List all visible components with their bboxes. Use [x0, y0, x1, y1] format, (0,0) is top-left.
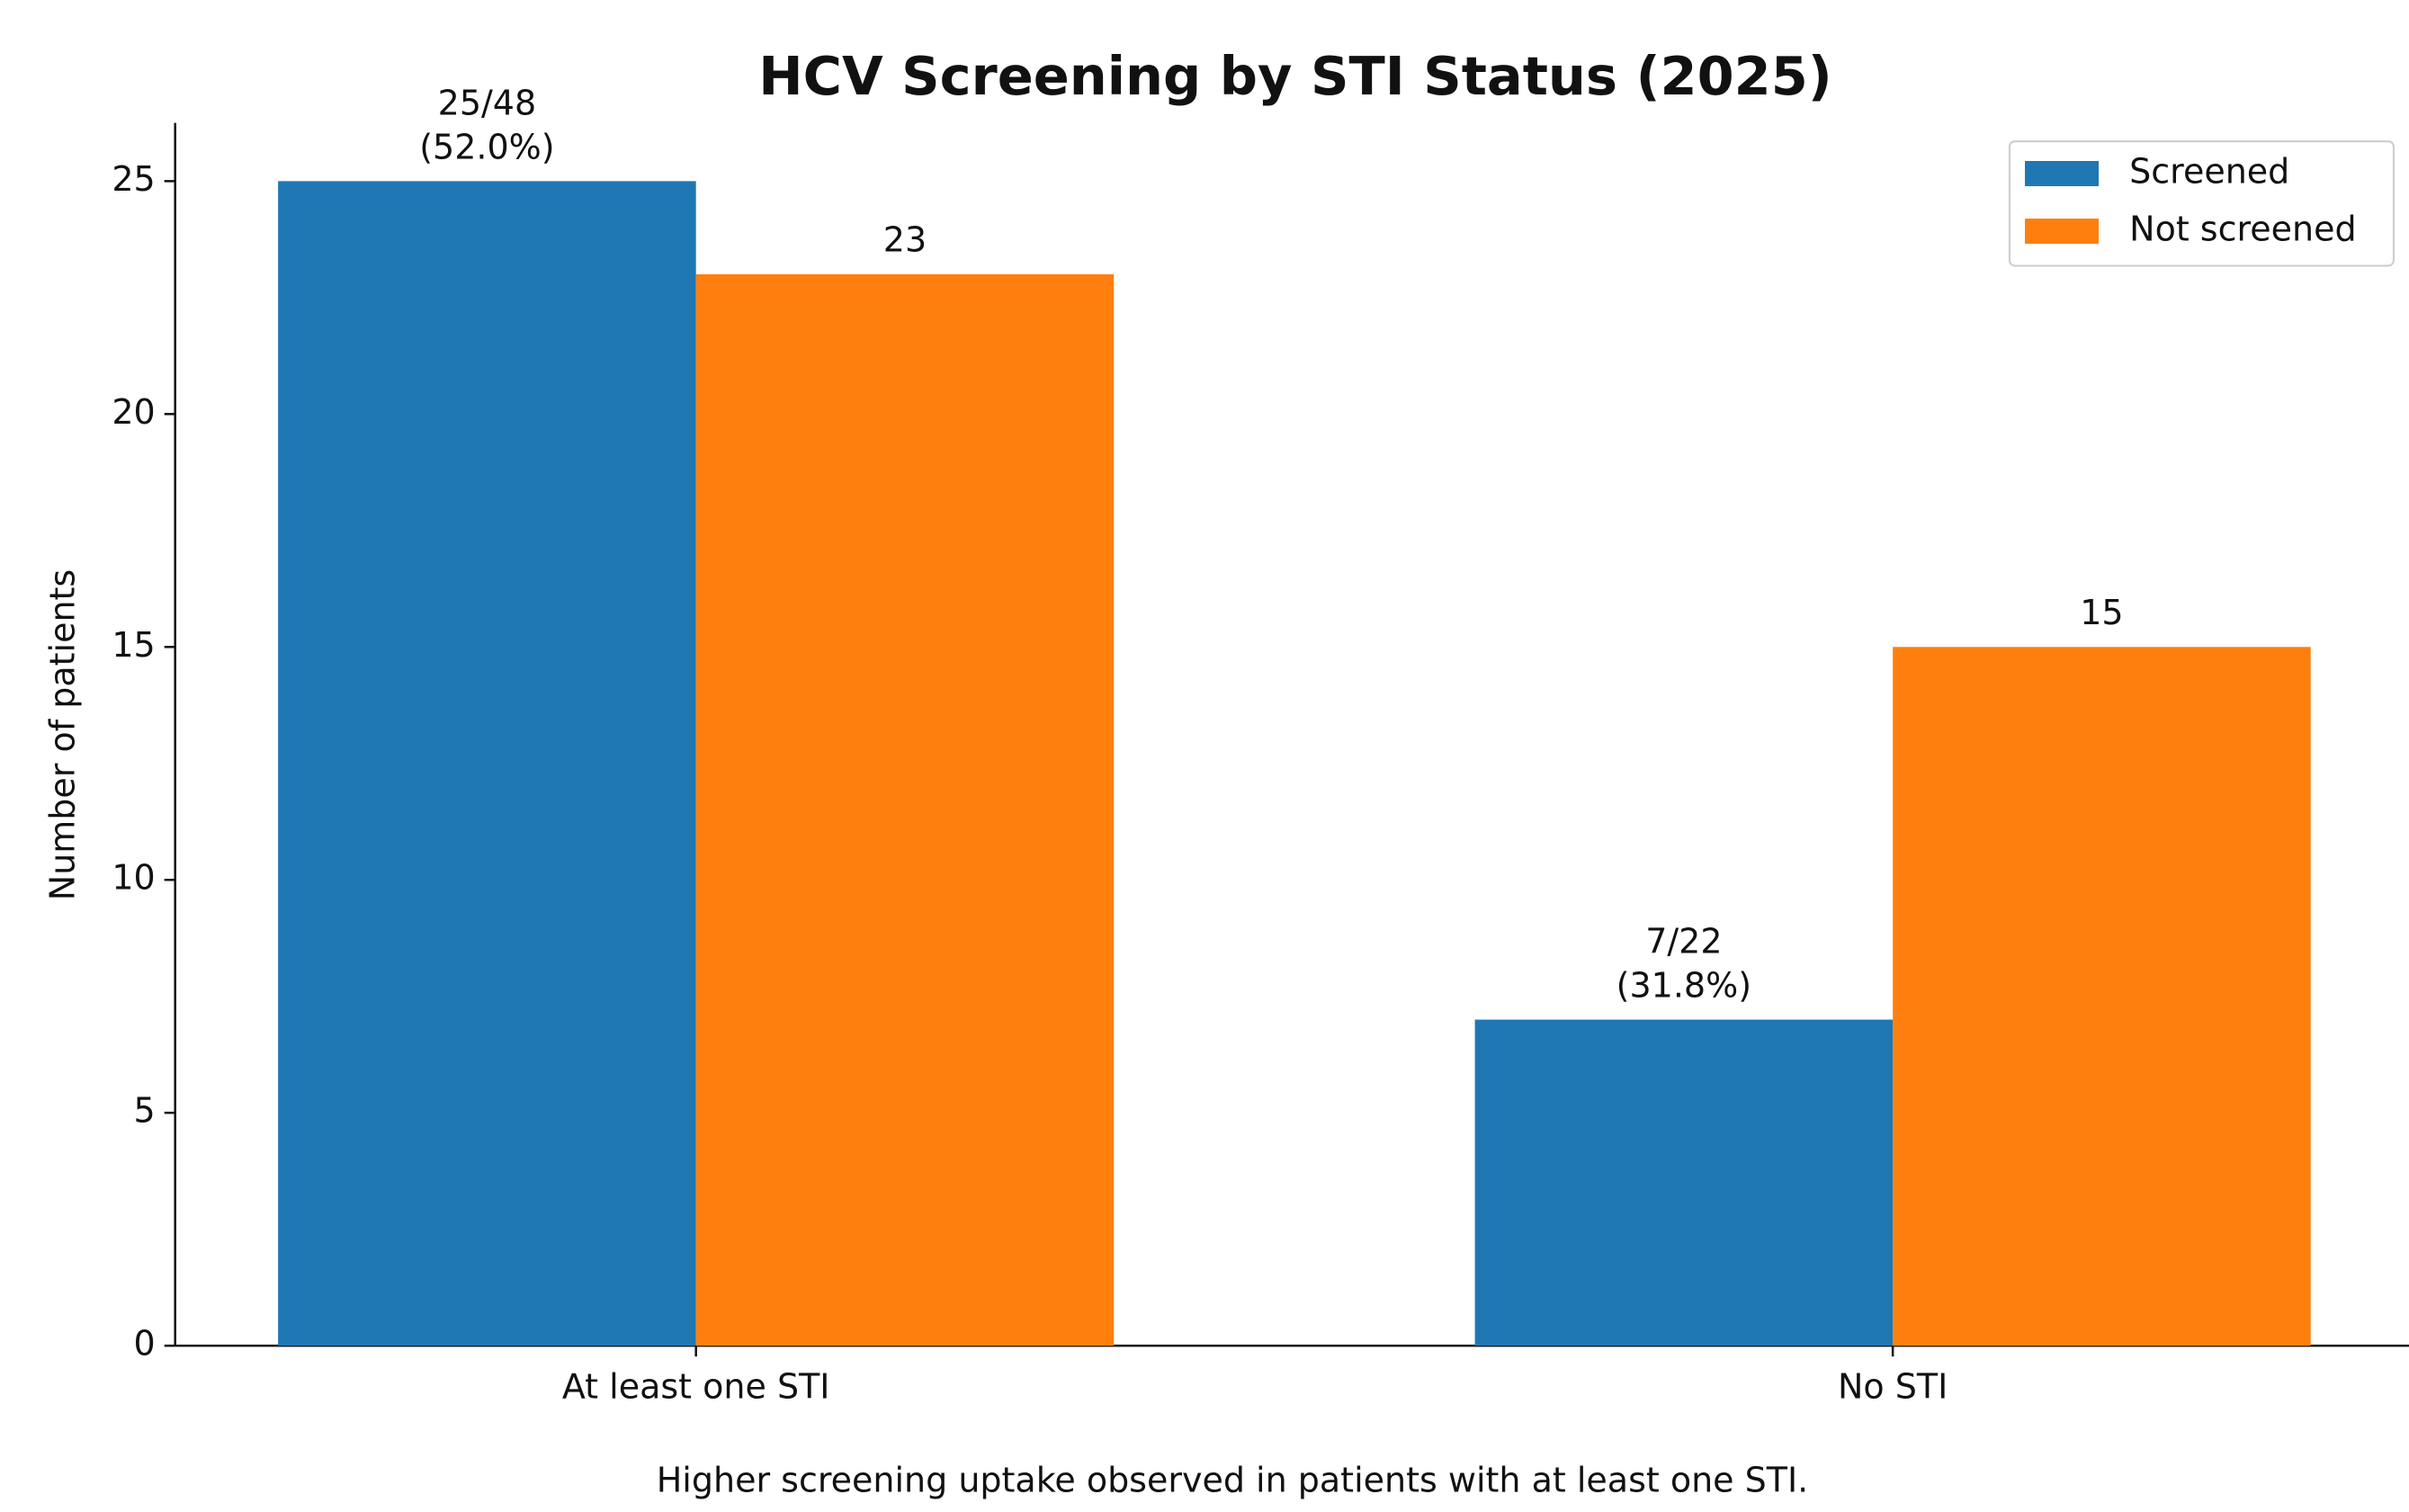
data-label-line: 7/22 [1645, 921, 1722, 961]
data-label: 23 [883, 219, 927, 259]
y-tick-label: 20 [112, 392, 155, 432]
legend-swatch [2025, 219, 2100, 245]
legend-label: Screened [2129, 151, 2289, 191]
data-label-line: (31.8%) [1616, 965, 1751, 1005]
bar [1893, 647, 2311, 1346]
y-tick-label: 0 [134, 1324, 156, 1364]
y-tick-label: 15 [112, 625, 155, 665]
data-label-line: 25/48 [438, 83, 537, 122]
y-tick-label: 5 [134, 1091, 156, 1131]
caption: Higher screening uptake observed in pati… [657, 1461, 1809, 1500]
bar [1474, 1019, 1894, 1346]
y-axis-label: Number of patients [43, 569, 83, 900]
x-tick-label: No STI [1838, 1367, 1948, 1407]
data-label: 7/22 (31.8%) [1616, 921, 1751, 1005]
data-label: 15 [2080, 593, 2123, 632]
y-tick-label: 25 [112, 159, 155, 199]
chart-title: HCV Screening by STI Status (2025) [758, 45, 1831, 107]
data-label: 25/48 (52.0%) [419, 83, 554, 166]
data-label-line: (52.0%) [419, 127, 554, 166]
bar [695, 273, 1115, 1346]
y-tick-label: 10 [112, 858, 155, 898]
bar [278, 181, 696, 1346]
legend-label: Not screened [2129, 210, 2356, 249]
legend-box [2008, 140, 2395, 267]
x-tick-label: At least one STI [562, 1367, 830, 1407]
legend-swatch [2025, 160, 2100, 186]
